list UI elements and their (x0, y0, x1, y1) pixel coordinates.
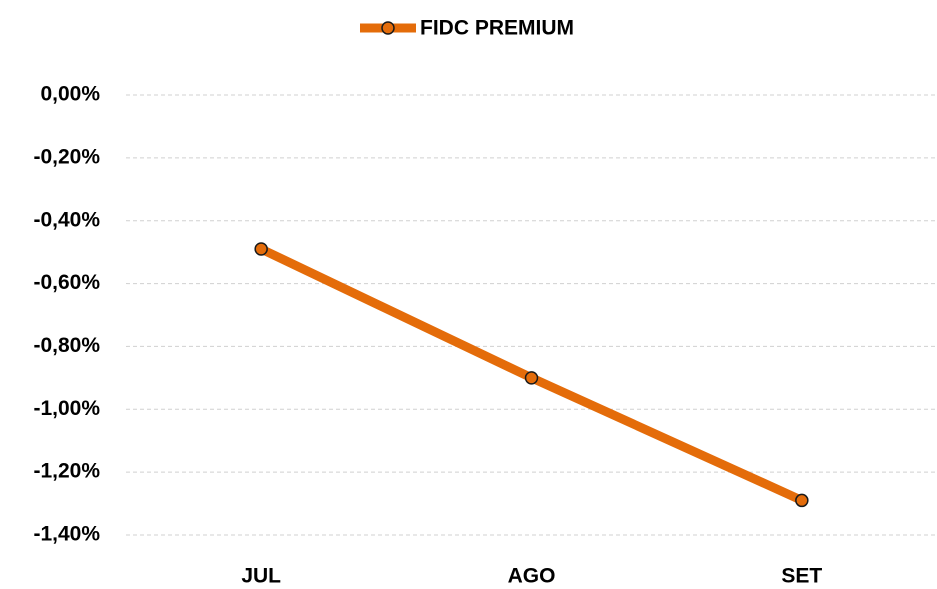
data-point (254, 242, 268, 256)
legend-marker (381, 21, 395, 35)
x-tick-label: AGO (508, 565, 556, 588)
y-tick-label: -0,60% (33, 271, 100, 294)
x-tick-label: JUL (241, 565, 281, 588)
y-tick-label: -0,80% (33, 334, 100, 357)
x-tick-label: SET (781, 565, 822, 588)
legend-label: FIDC PREMIUM (420, 17, 574, 40)
y-tick-label: -1,20% (33, 460, 100, 483)
data-point (524, 371, 539, 385)
y-tick-label: 0,00% (40, 83, 100, 106)
y-tick-label: -1,00% (33, 397, 100, 420)
y-tick-label: -0,20% (33, 145, 100, 168)
y-tick-label: -1,40% (33, 523, 100, 546)
data-point (795, 493, 809, 508)
y-tick-label: -0,40% (33, 208, 100, 231)
